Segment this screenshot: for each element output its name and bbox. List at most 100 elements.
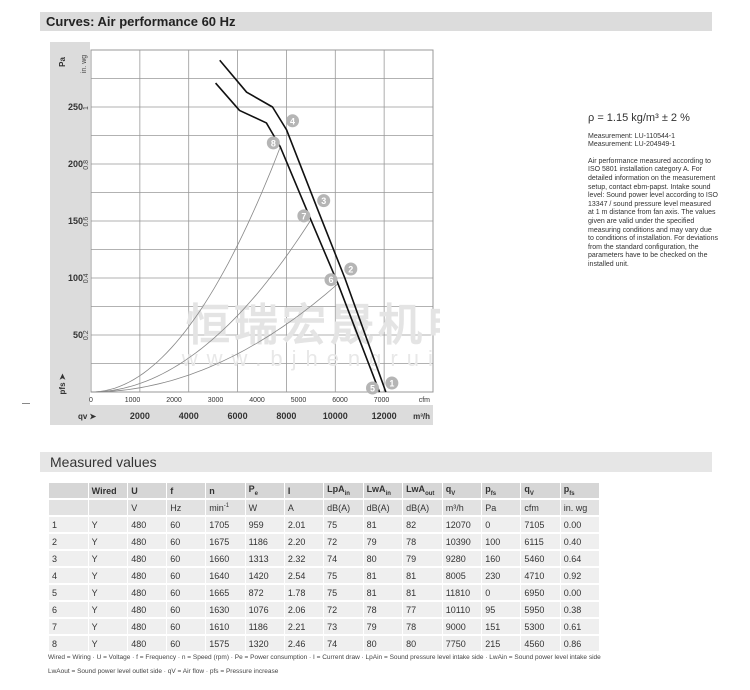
table-cell: 79: [403, 551, 442, 566]
table-cell: 0.40: [560, 534, 599, 549]
table-cell: 5460: [521, 551, 560, 566]
table-cell: Y: [88, 602, 128, 617]
table-cell: f: [167, 483, 206, 498]
cfm-tick-label: 2000: [166, 397, 182, 404]
table-cell: 1575: [206, 636, 245, 651]
system-curve: [90, 146, 281, 393]
table-cell: 2.21: [284, 619, 324, 634]
table-cell: 9000: [442, 619, 482, 634]
table-cell: 73: [324, 619, 363, 634]
table-cell: 60: [167, 517, 206, 532]
table-cell: 1.78: [284, 585, 324, 600]
table-cell: m³/h: [442, 500, 482, 515]
table-cell: 151: [482, 619, 521, 634]
table-cell: 1313: [245, 551, 284, 566]
table-row: 2 Y 480 60 1675 1186 2.20 72 79 78 10390 100 6115 0.4…: [49, 534, 599, 549]
table-cell: 1705: [206, 517, 245, 532]
table-row: 3 Y 480 60 1660 1313 2.32 74 80 79 9280 160 5460 0.64: [49, 551, 599, 566]
table-cell: 872: [245, 585, 284, 600]
measured-values-header-bar: Measured values: [40, 452, 712, 472]
divider-mark: [22, 403, 30, 404]
table-cell: 5: [49, 585, 88, 600]
operating-point-label: 2: [348, 265, 353, 275]
table-cell: 12070: [442, 517, 482, 532]
table-cell: 6950: [521, 585, 560, 600]
watermark-url: www.bjhengrui.cn: [181, 346, 440, 371]
table-cell: 81: [403, 568, 442, 583]
table-cell: Y: [88, 619, 128, 634]
table-cell: LpAin: [324, 483, 363, 498]
measurement-id-1: Measurement: LU-110544-1: [588, 132, 676, 140]
x-unit2-label: cfm: [419, 397, 430, 404]
table-cell: 79: [363, 619, 403, 634]
y-tick-label: 200: [68, 159, 83, 169]
operating-point-marker: [366, 381, 380, 395]
table-cell: 81: [403, 585, 442, 600]
table-cell: 1076: [245, 602, 284, 617]
table-cell: 0.00: [560, 585, 599, 600]
operating-point-marker: [286, 114, 300, 128]
footnote-line-2: LwAout = Sound power level outlet side ·…: [48, 668, 279, 675]
x-unit-label: m³/h: [413, 412, 430, 421]
table-row: 4 Y 480 60 1640 1420 2.54 75 81 81 8005 230 4710 0.92: [49, 568, 599, 583]
table-footnote: Wired = Wiring · U = Voltage · f = Frequ…: [48, 651, 738, 679]
table-cell: 77: [403, 602, 442, 617]
table-cell: 81: [363, 517, 403, 532]
cfm-tick-label: 6000: [332, 397, 348, 404]
operating-point-marker: [324, 273, 338, 287]
measured-values-title: Measured values: [50, 454, 157, 470]
curves-title: Curves: Air performance 60 Hz: [46, 14, 236, 29]
table-cell: 0.00: [560, 517, 599, 532]
table-cell: qV: [521, 483, 560, 498]
air-performance-chart: 恒瑞宏晟机电www.bjhengrui.cn501001502002500.20…: [50, 42, 440, 425]
table-cell: 81: [363, 568, 403, 583]
operating-point-label: 3: [321, 196, 326, 206]
table-cell: 480: [128, 551, 167, 566]
table-cell: 959: [245, 517, 284, 532]
table-cell: 160: [482, 551, 521, 566]
table-cell: dB(A): [363, 500, 403, 515]
table-cell: 5300: [521, 619, 560, 634]
x-tick-label: 6000: [228, 411, 248, 421]
table-cell: 1660: [206, 551, 245, 566]
table-cell: 0: [482, 517, 521, 532]
y-tick-label: 50: [73, 330, 83, 340]
table-cell: 72: [324, 534, 363, 549]
table-cell: 2.20: [284, 534, 324, 549]
table-cell: 0: [482, 585, 521, 600]
table-cell: 4560: [521, 636, 560, 651]
table-cell: 0.61: [560, 619, 599, 634]
operating-point-marker: [344, 262, 358, 276]
table-cell: 74: [324, 636, 363, 651]
table-cell: 0.86: [560, 636, 599, 651]
inwg-tick-label: 0.2: [83, 330, 90, 340]
table-cell: 75: [324, 585, 363, 600]
table-cell: 8: [49, 636, 88, 651]
table-cell: 2.46: [284, 636, 324, 651]
table-row: 1 Y 480 60 1705 959 2.01 75 81 82 12070 0 7105 0.00: [49, 517, 599, 532]
table-cell: 2: [49, 534, 88, 549]
operating-point-marker: [266, 136, 280, 150]
table-cell: LwAout: [403, 483, 442, 498]
table-cell: 60: [167, 636, 206, 651]
table-cell: 95: [482, 602, 521, 617]
table-cell: 60: [167, 534, 206, 549]
x-axis-label: qv ➤: [78, 412, 97, 421]
y-tick-label: 150: [68, 216, 83, 226]
table-cell: 7750: [442, 636, 482, 651]
table-cell: 81: [363, 585, 403, 600]
cfm-tick-label: 7000: [374, 397, 390, 404]
table-cell: 5950: [521, 602, 560, 617]
air-density: ρ = 1.15 kg/m³ ± 2 %: [588, 112, 690, 124]
table-cell: 0.64: [560, 551, 599, 566]
operating-point-label: 7: [301, 211, 306, 221]
table-cell: [88, 500, 128, 515]
table-cell: 480: [128, 568, 167, 583]
table-cell: 78: [363, 602, 403, 617]
table-cell: min-1: [206, 500, 245, 515]
cfm-tick-label: 5000: [291, 397, 307, 404]
table-cell: dB(A): [324, 500, 363, 515]
